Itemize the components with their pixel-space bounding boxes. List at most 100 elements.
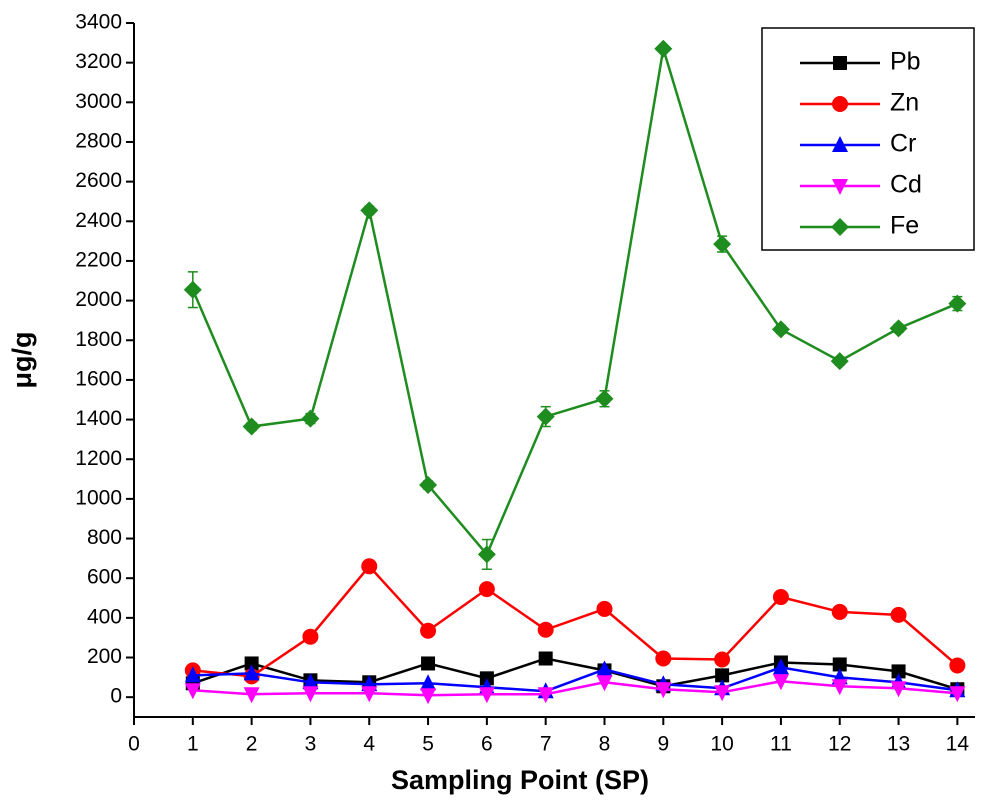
y-tick-label: 2800 bbox=[75, 130, 122, 153]
marker bbox=[420, 674, 437, 691]
series-line bbox=[192, 666, 958, 693]
marker bbox=[948, 294, 967, 313]
marker bbox=[419, 476, 438, 495]
y-tick-label: 1200 bbox=[75, 447, 122, 470]
legend-label: Pb bbox=[890, 48, 921, 76]
marker bbox=[771, 320, 790, 339]
marker bbox=[832, 96, 848, 112]
y-tick-label: 0 bbox=[110, 685, 122, 708]
marker bbox=[890, 606, 907, 623]
y-tick-label: 1000 bbox=[75, 486, 122, 509]
legend-label: Fe bbox=[890, 212, 919, 240]
marker bbox=[538, 651, 553, 666]
x-tick-label: 2 bbox=[246, 733, 258, 756]
marker bbox=[420, 622, 437, 639]
marker bbox=[536, 407, 555, 426]
marker bbox=[830, 352, 849, 371]
marker bbox=[831, 679, 848, 696]
y-tick-label: 3000 bbox=[75, 90, 122, 113]
y-tick-label: 2400 bbox=[75, 209, 122, 232]
y-tick-label: 200 bbox=[87, 645, 122, 668]
marker bbox=[949, 657, 966, 674]
marker bbox=[832, 136, 848, 152]
marker bbox=[537, 621, 554, 638]
series-line bbox=[191, 48, 958, 557]
y-tick-label: 1600 bbox=[75, 367, 122, 390]
marker bbox=[891, 664, 906, 679]
marker bbox=[478, 687, 495, 704]
marker bbox=[243, 687, 260, 704]
y-tick-label: 1400 bbox=[75, 407, 122, 430]
marker bbox=[301, 409, 320, 428]
legend-label: Zn bbox=[890, 89, 919, 117]
marker bbox=[478, 581, 495, 598]
marker bbox=[833, 56, 847, 70]
marker bbox=[655, 682, 672, 699]
marker bbox=[360, 201, 379, 220]
marker bbox=[596, 675, 613, 692]
marker bbox=[184, 683, 201, 700]
x-tick-label: 8 bbox=[599, 733, 611, 756]
series-line bbox=[192, 680, 958, 697]
y-axis-title: μg/g bbox=[7, 331, 37, 388]
y-tick-label: 2200 bbox=[75, 248, 122, 271]
marker bbox=[243, 664, 260, 681]
marker bbox=[772, 589, 789, 606]
marker bbox=[714, 651, 731, 668]
marker bbox=[183, 280, 202, 299]
x-tick-label: 11 bbox=[770, 733, 792, 756]
marker bbox=[654, 39, 673, 58]
y-tick-label: 2600 bbox=[75, 169, 122, 192]
x-tick-label: 7 bbox=[540, 733, 552, 756]
y-tick-label: 800 bbox=[87, 526, 122, 549]
marker bbox=[595, 389, 614, 408]
marker bbox=[302, 628, 319, 645]
marker bbox=[596, 600, 613, 617]
marker bbox=[655, 650, 672, 667]
x-tick-label: 12 bbox=[828, 733, 851, 756]
x-tick-label: 5 bbox=[422, 733, 434, 756]
y-tick-label: 400 bbox=[87, 605, 122, 628]
marker bbox=[772, 658, 789, 675]
marker bbox=[949, 686, 966, 703]
marker bbox=[302, 673, 319, 690]
marker bbox=[890, 681, 907, 698]
marker bbox=[596, 660, 613, 677]
marker bbox=[184, 666, 201, 683]
marker bbox=[713, 235, 732, 254]
legend-label: Cr bbox=[890, 130, 916, 158]
x-tick-label: 9 bbox=[657, 733, 669, 756]
x-tick-label: 6 bbox=[481, 733, 493, 756]
marker bbox=[831, 603, 848, 620]
x-tick-label: 14 bbox=[946, 733, 970, 756]
x-tick-label: 0 bbox=[128, 733, 140, 756]
x-tick-label: 13 bbox=[887, 733, 910, 756]
x-tick-label: 10 bbox=[710, 733, 733, 756]
y-tick-label: 3400 bbox=[75, 11, 122, 34]
marker bbox=[242, 417, 261, 436]
series-line bbox=[192, 564, 959, 678]
marker bbox=[244, 656, 259, 671]
y-tick-label: 2000 bbox=[75, 288, 122, 311]
marker bbox=[302, 686, 319, 703]
marker bbox=[714, 685, 731, 702]
x-tick-label: 4 bbox=[363, 733, 375, 756]
marker bbox=[831, 218, 849, 236]
x-tick-label: 1 bbox=[187, 733, 199, 756]
marker bbox=[361, 558, 378, 575]
x-axis-title: Sampling Point (SP) bbox=[391, 765, 649, 795]
marker bbox=[889, 319, 908, 338]
marker bbox=[421, 656, 436, 671]
marker bbox=[772, 674, 789, 691]
legend-label: Cd bbox=[890, 171, 922, 199]
marker bbox=[537, 687, 554, 704]
series-line bbox=[192, 657, 958, 691]
marker bbox=[420, 688, 437, 705]
y-tick-label: 1800 bbox=[75, 328, 122, 351]
marker bbox=[832, 657, 847, 672]
y-tick-label: 600 bbox=[87, 566, 122, 589]
marker bbox=[832, 179, 848, 195]
marker bbox=[361, 686, 378, 703]
x-tick-label: 3 bbox=[305, 733, 317, 756]
